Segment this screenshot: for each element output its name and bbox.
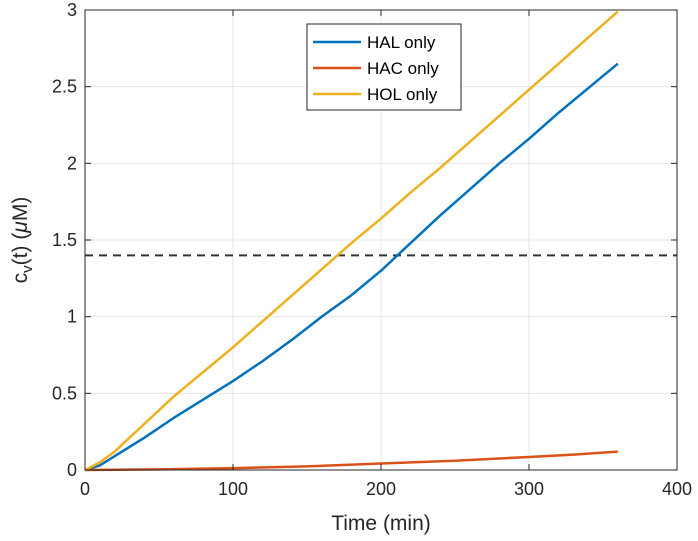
y-label-rest: (t) (: [9, 233, 32, 266]
legend-entry: HOL only: [313, 85, 438, 104]
y-tick-label: 1: [67, 307, 77, 327]
legend-entry: HAL only: [313, 33, 436, 52]
legend: HAL only HAC only HOL only: [306, 23, 462, 111]
y-tick-label: 2: [67, 153, 77, 173]
x-tick-label: 300: [514, 479, 544, 499]
y-label-subscript: v: [19, 265, 36, 273]
legend-entry: HAC only: [313, 59, 439, 78]
x-tick-label: 400: [662, 479, 692, 499]
x-axis-label: Time (min): [331, 512, 431, 535]
y-label-tail: M): [9, 197, 32, 222]
series-line-hal-only: [84, 62, 619, 472]
x-tick-label: 100: [218, 479, 248, 499]
y-label-main: c: [9, 273, 32, 284]
y-tick-label: 1.5: [52, 230, 77, 250]
legend-entries: HAL only HAC only HOL only: [313, 33, 439, 104]
series-line-hac-only: [84, 450, 618, 472]
y-tick-labels: 0 0.5 1 1.5 2 2.5 3: [52, 0, 77, 480]
y-tick-label: 2.5: [52, 77, 77, 97]
x-tick-label: 200: [366, 479, 396, 499]
x-tick-labels: 0 100 200 300 400: [80, 479, 692, 499]
legend-label: HAC only: [367, 59, 439, 78]
series-lines: [84, 10, 619, 472]
axis-ticks: [84, 9, 678, 471]
series-line-hol-only: [84, 10, 619, 472]
legend-label: HAL only: [367, 33, 436, 52]
y-tick-label: 0.5: [52, 383, 77, 403]
y-axis-label: cv(t) (μM): [9, 197, 36, 284]
legend-label: HOL only: [367, 85, 438, 104]
y-tick-label: 3: [67, 0, 77, 20]
x-tick-label: 0: [80, 479, 90, 499]
y-label-mu: μ: [9, 221, 32, 234]
y-tick-label: 0: [67, 460, 77, 480]
